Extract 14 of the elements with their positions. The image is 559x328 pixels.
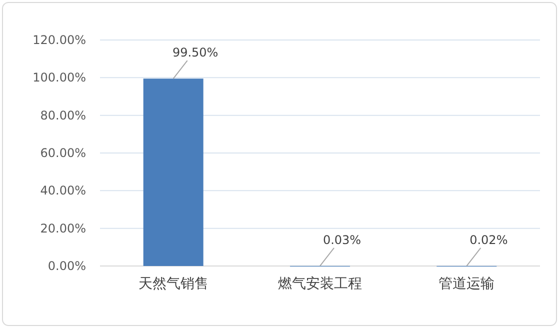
y-tick-label: 60.00% (40, 146, 86, 160)
y-tick-label: 20.00% (40, 221, 86, 236)
data-label: 0.03% (322, 232, 362, 247)
y-tick-label: 0.00% (48, 259, 86, 273)
y-tick-label: 40.00% (40, 184, 86, 198)
bar (143, 78, 204, 266)
x-tick-label: 燃气安装工程 (278, 276, 362, 292)
data-label: 99.50% (172, 46, 218, 60)
x-tick-label: 管道运输 (438, 276, 495, 292)
y-tick-label: 100.00% (32, 70, 86, 85)
y-tick-label: 80.00% (40, 108, 86, 122)
x-tick-label: 天然气销售 (138, 276, 208, 292)
data-label: 0.02% (470, 232, 508, 247)
y-tick-label: 120.00% (32, 33, 86, 47)
